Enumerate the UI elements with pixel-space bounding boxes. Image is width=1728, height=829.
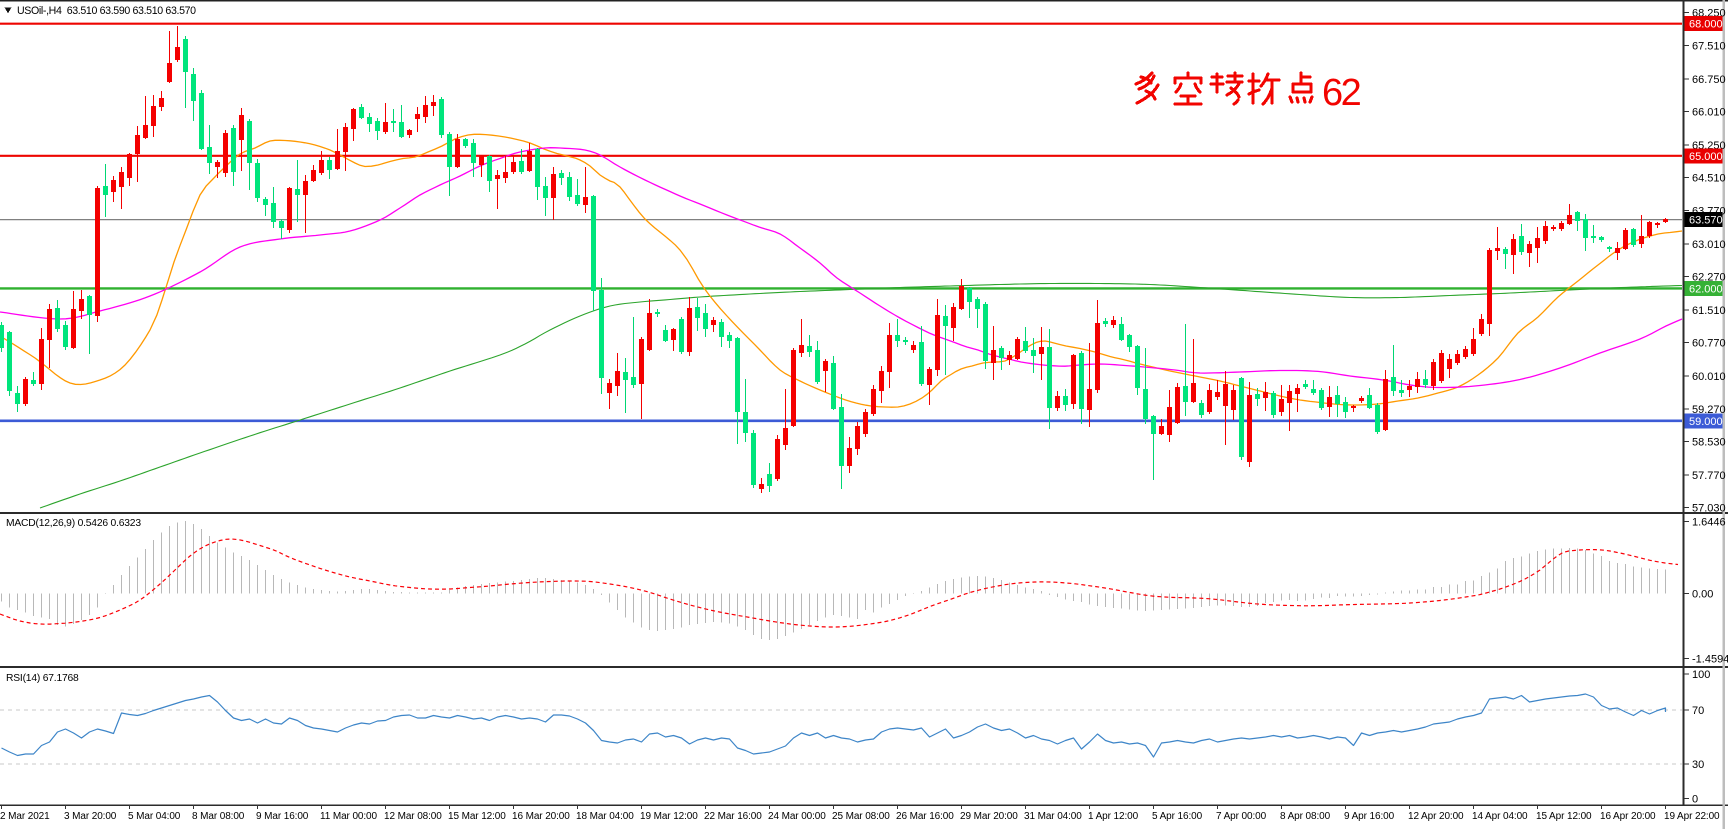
svg-text:15 Apr 12:00: 15 Apr 12:00 xyxy=(1536,811,1592,822)
svg-text:26 Mar 16:00: 26 Mar 16:00 xyxy=(896,811,954,822)
svg-text:1 Apr 12:00: 1 Apr 12:00 xyxy=(1088,811,1139,822)
svg-text:5 Mar 04:00: 5 Mar 04:00 xyxy=(128,811,181,822)
svg-text:2 Mar 2021: 2 Mar 2021 xyxy=(0,811,50,822)
svg-text:16 Apr 20:00: 16 Apr 20:00 xyxy=(1600,811,1656,822)
svg-text:7 Apr 00:00: 7 Apr 00:00 xyxy=(1216,811,1267,822)
svg-text:19 Mar 12:00: 19 Mar 12:00 xyxy=(640,811,698,822)
svg-text:68.000: 68.000 xyxy=(1689,19,1723,31)
svg-text:11 Mar 00:00: 11 Mar 00:00 xyxy=(320,811,378,822)
svg-text:24 Mar 00:00: 24 Mar 00:00 xyxy=(768,811,826,822)
svg-text:8 Apr 08:00: 8 Apr 08:00 xyxy=(1280,811,1331,822)
svg-text:0.00: 0.00 xyxy=(1692,589,1713,601)
svg-text:70: 70 xyxy=(1692,705,1704,717)
svg-text:100: 100 xyxy=(1692,669,1710,681)
svg-text:63.010: 63.010 xyxy=(1692,239,1726,251)
svg-text:60.770: 60.770 xyxy=(1692,338,1726,350)
svg-text:65.000: 65.000 xyxy=(1689,151,1723,163)
svg-text:62.000: 62.000 xyxy=(1689,283,1723,295)
svg-text:1.6446: 1.6446 xyxy=(1692,516,1726,528)
svg-text:-1.4594: -1.4594 xyxy=(1692,653,1728,665)
svg-text:14 Apr 04:00: 14 Apr 04:00 xyxy=(1472,811,1528,822)
svg-text:57.030: 57.030 xyxy=(1692,503,1726,515)
svg-text:19 Apr 22:00: 19 Apr 22:00 xyxy=(1664,811,1720,822)
svg-text:25 Mar 08:00: 25 Mar 08:00 xyxy=(832,811,890,822)
svg-text:15 Mar 12:00: 15 Mar 12:00 xyxy=(448,811,506,822)
svg-text:62.270: 62.270 xyxy=(1692,272,1726,284)
svg-text:12 Mar 08:00: 12 Mar 08:00 xyxy=(384,811,442,822)
svg-text:22 Mar 16:00: 22 Mar 16:00 xyxy=(704,811,762,822)
svg-text:67.510: 67.510 xyxy=(1692,40,1726,52)
svg-text:0: 0 xyxy=(1692,793,1698,805)
svg-text:5 Apr 16:00: 5 Apr 16:00 xyxy=(1152,811,1203,822)
svg-text:9 Apr 16:00: 9 Apr 16:00 xyxy=(1344,811,1395,822)
svg-text:30: 30 xyxy=(1692,759,1704,771)
svg-text:59.270: 59.270 xyxy=(1692,404,1726,416)
svg-text:8 Mar 08:00: 8 Mar 08:00 xyxy=(192,811,245,822)
svg-text:66.010: 66.010 xyxy=(1692,107,1726,119)
svg-text:USOil-,H4 63.510 63.590 63.51: USOil-,H4 63.510 63.590 63.510 63.570 xyxy=(17,5,196,17)
svg-text:31 Mar 04:00: 31 Mar 04:00 xyxy=(1024,811,1082,822)
svg-text:9 Mar 16:00: 9 Mar 16:00 xyxy=(256,811,309,822)
svg-text:64.510: 64.510 xyxy=(1692,173,1726,185)
svg-text:59.000: 59.000 xyxy=(1689,416,1723,428)
svg-text:29 Mar 20:00: 29 Mar 20:00 xyxy=(960,811,1018,822)
svg-text:3 Mar 20:00: 3 Mar 20:00 xyxy=(64,811,117,822)
svg-text:60.010: 60.010 xyxy=(1692,371,1726,383)
svg-text:RSI(14) 67.1768: RSI(14) 67.1768 xyxy=(6,673,79,684)
svg-text:MACD(12,26,9) 0.5426 0.6323: MACD(12,26,9) 0.5426 0.6323 xyxy=(6,518,141,529)
svg-text:18 Mar 04:00: 18 Mar 04:00 xyxy=(576,811,634,822)
svg-text:66.750: 66.750 xyxy=(1692,74,1726,86)
svg-text:57.770: 57.770 xyxy=(1692,470,1726,482)
svg-text:62: 62 xyxy=(1322,72,1361,114)
svg-text:12 Apr 20:00: 12 Apr 20:00 xyxy=(1408,811,1464,822)
svg-text:63.570: 63.570 xyxy=(1689,215,1723,227)
svg-text:61.510: 61.510 xyxy=(1692,305,1726,317)
svg-text:16 Mar 20:00: 16 Mar 20:00 xyxy=(512,811,570,822)
svg-text:58.530: 58.530 xyxy=(1692,437,1726,449)
